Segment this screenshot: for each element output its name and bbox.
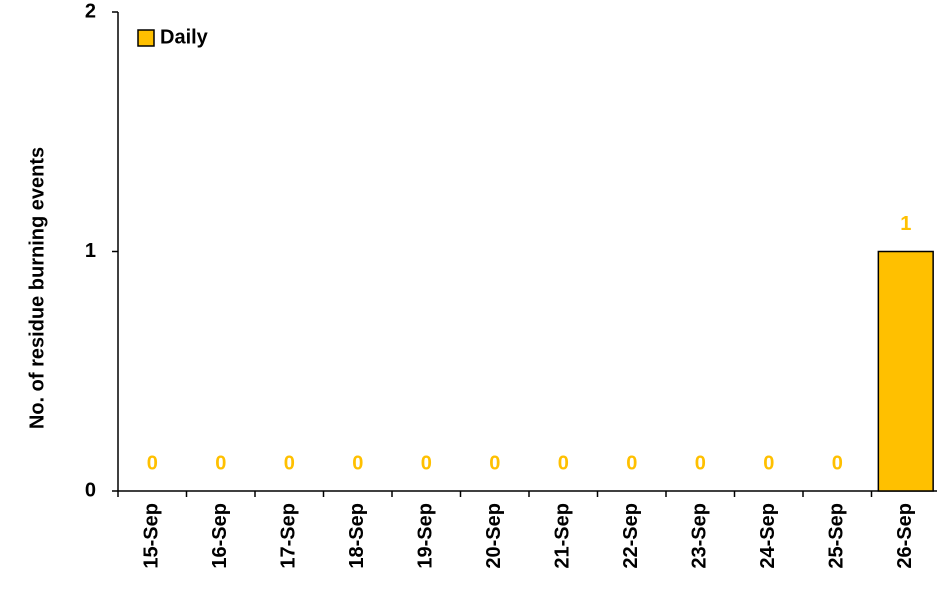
x-tick-label: 20-Sep [483, 503, 505, 569]
y-tick-label: 2 [85, 0, 96, 22]
y-tick-label: 1 [85, 240, 96, 262]
x-tick-label: 16-Sep [209, 503, 231, 569]
data-label: 0 [558, 452, 569, 474]
data-label: 0 [626, 452, 637, 474]
y-axis-label: No. of residue burning events [26, 147, 48, 429]
x-tick-label: 21-Sep [552, 503, 574, 569]
data-label: 0 [489, 452, 500, 474]
legend-label: Daily [160, 26, 209, 48]
data-label: 0 [763, 452, 774, 474]
x-tick-label: 15-Sep [141, 503, 163, 569]
x-tick-label: 19-Sep [415, 503, 437, 569]
data-label: 0 [147, 452, 158, 474]
x-tick-label: 26-Sep [894, 503, 916, 569]
x-tick-label: 17-Sep [278, 503, 300, 569]
data-label: 0 [215, 452, 226, 474]
x-tick-label: 23-Sep [689, 503, 711, 569]
data-label: 0 [421, 452, 432, 474]
data-label: 1 [900, 213, 911, 235]
data-label: 0 [695, 452, 706, 474]
y-tick-label: 0 [85, 479, 96, 501]
bar [877, 250, 934, 492]
data-label: 0 [352, 452, 363, 474]
x-tick-label: 22-Sep [620, 503, 642, 569]
x-tick-label: 24-Sep [757, 503, 779, 569]
legend-swatch [137, 29, 155, 47]
x-tick-label: 18-Sep [346, 503, 368, 569]
x-tick-label: 25-Sep [826, 503, 848, 569]
data-label: 0 [832, 452, 843, 474]
data-label: 0 [284, 452, 295, 474]
